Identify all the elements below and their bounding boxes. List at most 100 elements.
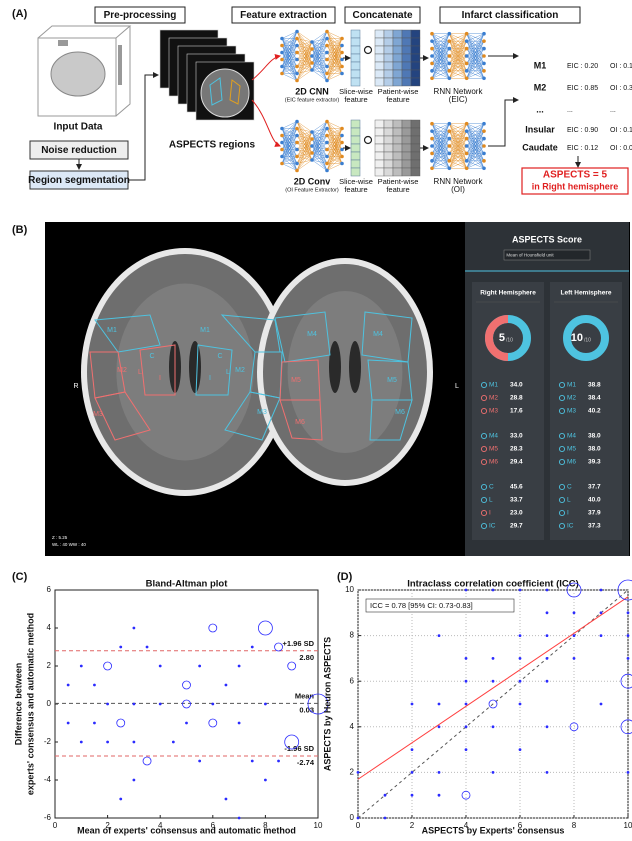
feature-cell — [402, 168, 411, 176]
net-node — [325, 79, 329, 83]
feature-cell — [402, 152, 411, 160]
region-name: M1 — [534, 60, 547, 70]
score: 10 — [571, 332, 583, 344]
net-node — [310, 130, 314, 134]
net-node — [310, 68, 314, 72]
x-tick-label: 10 — [624, 821, 632, 830]
net-node — [280, 134, 284, 138]
net-node — [295, 44, 299, 48]
y-tick-label: 6 — [350, 676, 355, 685]
y-tick-label: 2 — [350, 768, 355, 777]
point — [186, 722, 188, 724]
point — [238, 817, 240, 819]
feature-cell — [384, 144, 393, 152]
stage-title: Feature extraction — [240, 10, 327, 21]
point — [627, 612, 629, 614]
point — [264, 779, 266, 781]
net-node — [465, 69, 469, 73]
result: in Right hemisphere — [532, 181, 619, 191]
point — [438, 726, 440, 728]
point — [357, 817, 359, 819]
net-node — [280, 51, 284, 55]
point — [133, 741, 135, 743]
feature-cell — [402, 78, 411, 86]
point — [546, 635, 548, 637]
x-tick-label: 2 — [410, 821, 415, 830]
feature-cell — [384, 62, 393, 70]
net-node — [430, 122, 434, 126]
point — [133, 703, 135, 705]
net-node — [465, 144, 469, 148]
feature-cell — [384, 152, 393, 160]
net-node — [295, 65, 299, 69]
net-node — [310, 54, 314, 58]
point — [225, 798, 227, 800]
hemisphere-name: Right Hemisphere — [480, 290, 536, 297]
oi-prob: OI : 0.1 — [610, 63, 632, 70]
net-node — [295, 72, 299, 76]
net-node — [310, 158, 314, 162]
net-node — [310, 47, 314, 51]
label: 2D Conv — [294, 176, 331, 186]
score-total: /10 — [506, 337, 513, 343]
y-tick-label: 0 — [350, 813, 355, 822]
annotation: ICC = 0.78 [95% CI: 0.73-0.83] — [370, 601, 473, 610]
feature-cell — [411, 70, 420, 78]
feature-cell — [351, 168, 360, 176]
point — [278, 760, 280, 762]
net-node — [448, 76, 452, 80]
point — [546, 726, 548, 728]
point — [238, 722, 240, 724]
oi-prob: OI : 0.1 — [610, 127, 632, 134]
point — [492, 589, 494, 591]
net-node — [295, 79, 299, 83]
point — [133, 779, 135, 781]
point — [465, 657, 467, 659]
feature-cell — [351, 30, 360, 38]
feature-cell — [411, 168, 420, 176]
region-name: Insular — [525, 124, 555, 134]
point — [411, 749, 413, 751]
net-node — [448, 69, 452, 73]
point — [238, 665, 240, 667]
point — [573, 612, 575, 614]
net-node — [430, 39, 434, 43]
label: (EIC feature extractor) — [285, 97, 340, 103]
region-value: 37.3 — [588, 523, 601, 530]
point — [199, 760, 201, 762]
net-node — [448, 62, 452, 66]
feature-cell — [393, 70, 402, 78]
point — [225, 684, 227, 686]
net-node — [430, 152, 434, 156]
feature-cell — [384, 78, 393, 86]
oi-prob: ... — [610, 107, 616, 114]
scan-info: WL : 40 WW : 40 — [52, 542, 86, 547]
region-value: 29.7 — [510, 523, 523, 530]
point — [492, 726, 494, 728]
point — [120, 798, 122, 800]
net-node — [280, 155, 284, 159]
point — [465, 589, 467, 591]
point — [546, 612, 548, 614]
region-value: 38.8 — [588, 382, 601, 389]
net-node — [295, 162, 299, 166]
y-tick-label: 0 — [47, 699, 52, 708]
net-node — [448, 166, 452, 170]
panel-title: ASPECTS Score — [512, 234, 582, 244]
net-node — [325, 37, 329, 41]
feature-cell — [393, 136, 402, 144]
feature-cell — [375, 46, 384, 54]
region-label: M4 — [307, 331, 317, 338]
feature-cell — [375, 62, 384, 70]
dropdown-text: Mean of Hounsfield unit — [506, 253, 554, 258]
point — [573, 635, 575, 637]
label: (A) — [12, 8, 28, 20]
feature-cell — [351, 62, 360, 70]
net-node — [295, 58, 299, 62]
point — [384, 817, 386, 819]
feature-cell — [351, 38, 360, 46]
point — [546, 657, 548, 659]
net-node — [325, 120, 329, 124]
region-label: M6 — [295, 419, 305, 426]
net-node — [295, 120, 299, 124]
